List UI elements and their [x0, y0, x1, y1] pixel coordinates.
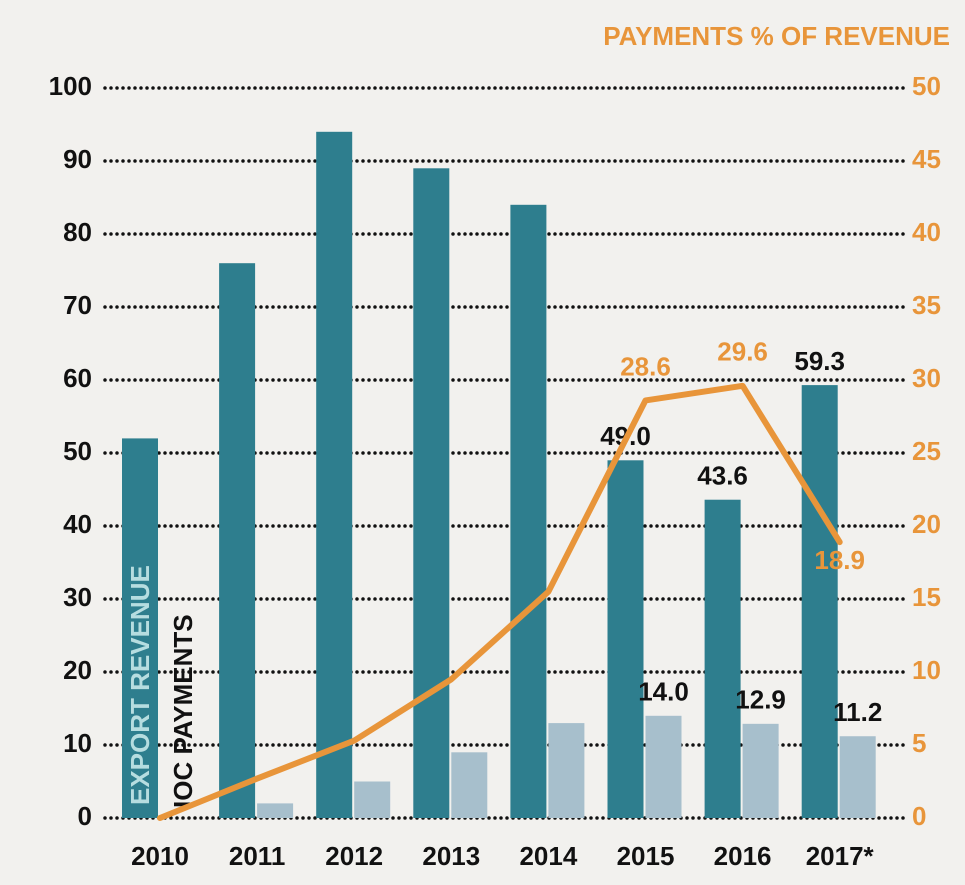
y-tick-label: 30 [63, 582, 92, 612]
y2-tick-label: 50 [912, 71, 941, 101]
y2-axis-title: PAYMENTS % OF REVENUE [603, 21, 950, 51]
y-tick-label: 20 [63, 655, 92, 685]
bar [451, 752, 488, 818]
bar [548, 723, 585, 818]
series-label: IOC PAYMENTS [168, 614, 198, 808]
y2-tick-label: 5 [912, 728, 926, 758]
y-tick-label: 70 [63, 290, 92, 320]
bar [510, 204, 547, 819]
bar [607, 460, 644, 818]
x-tick-label: 2015 [617, 841, 675, 871]
y2-tick-label: 30 [912, 363, 941, 393]
bar [316, 131, 353, 819]
y2-tick-label: 15 [912, 582, 941, 612]
data-label: 43.6 [697, 461, 748, 491]
bar [257, 803, 294, 818]
y-tick-label: 40 [63, 509, 92, 539]
x-tick-label: 2011 [229, 841, 285, 871]
x-tick-label: 2012 [325, 841, 383, 871]
y-tick-label: 50 [63, 436, 92, 466]
data-label: 12.9 [735, 685, 786, 715]
y2-tick-label: 25 [912, 436, 941, 466]
y2-tick-label: 0 [912, 801, 926, 831]
line-data-label: 18.9 [814, 545, 865, 575]
y2-tick-label: 40 [912, 217, 941, 247]
bar [219, 263, 256, 818]
bar [354, 781, 391, 818]
y2-tick-label: 20 [912, 509, 941, 539]
bar [122, 438, 158, 818]
bar [839, 736, 876, 818]
x-tick-label: 2014 [519, 841, 577, 871]
y-tick-label: 80 [63, 217, 92, 247]
bar [413, 168, 450, 819]
x-tick-label: 2013 [422, 841, 480, 871]
x-tick-label: 2016 [714, 841, 772, 871]
data-label: 14.0 [638, 677, 689, 707]
y2-tick-label: 45 [912, 144, 941, 174]
y-tick-label: 90 [63, 144, 92, 174]
y-tick-label: 10 [63, 728, 92, 758]
y-tick-label: 100 [49, 71, 92, 101]
line-data-label: 29.6 [717, 337, 768, 367]
bar [742, 723, 779, 818]
bar [645, 715, 682, 818]
y-tick-label: 60 [63, 363, 92, 393]
series-label: EXPORT REVENUE [125, 565, 155, 805]
bar [801, 385, 838, 818]
line [157, 382, 843, 821]
y2-tick-label: 10 [912, 655, 941, 685]
x-tick-label: 2010 [131, 841, 189, 871]
y-tick-label: 0 [78, 801, 92, 831]
data-label: 11.2 [833, 697, 882, 727]
x-tick-label: 2017* [806, 841, 875, 871]
y2-tick-label: 35 [912, 290, 941, 320]
data-label: 59.3 [794, 346, 845, 376]
line-data-label: 28.6 [620, 351, 671, 381]
bar [704, 499, 741, 818]
